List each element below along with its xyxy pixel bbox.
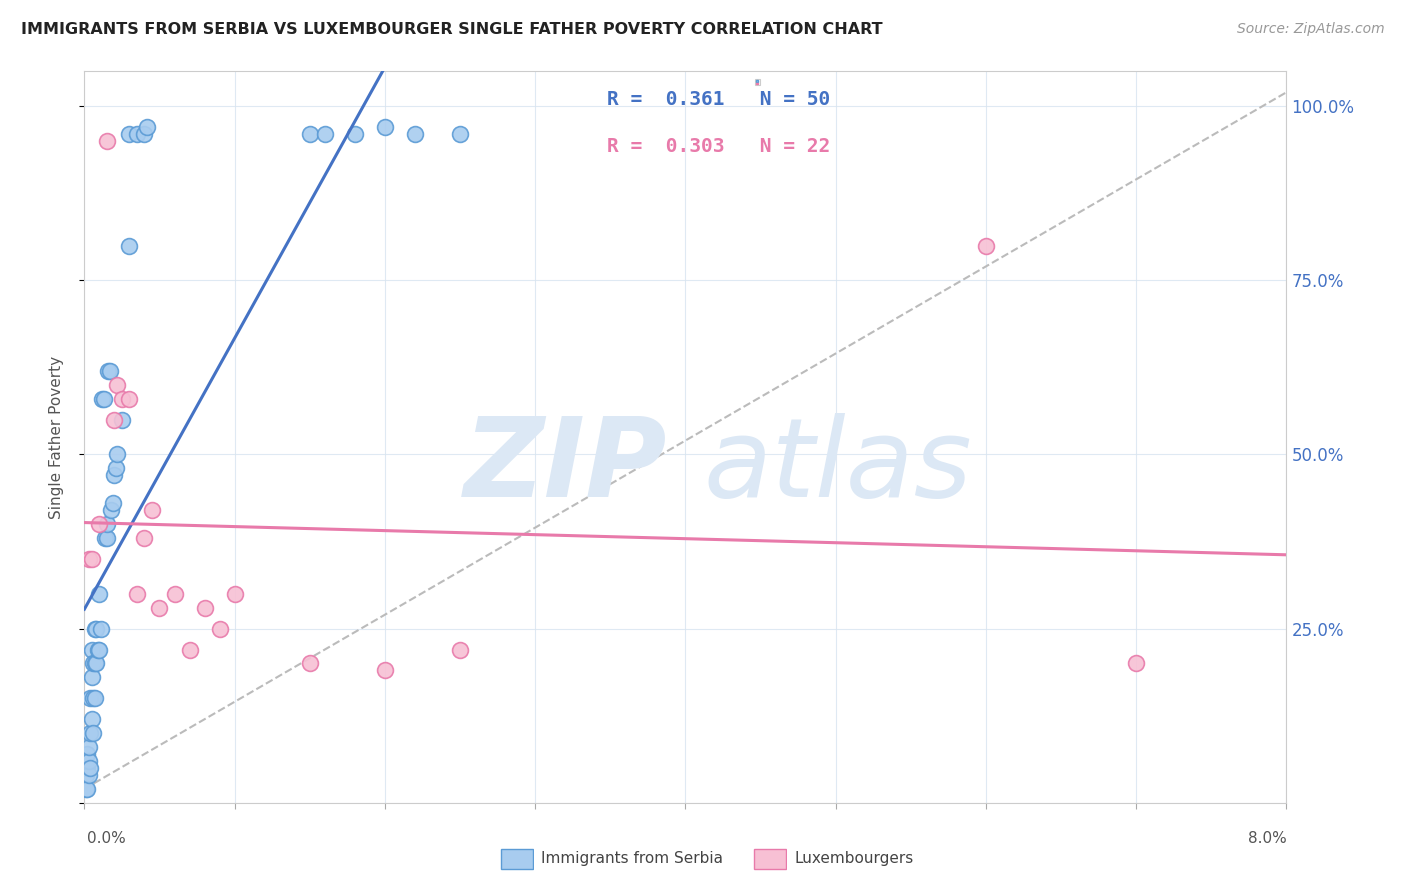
Point xyxy=(82,726,104,740)
Point xyxy=(83,691,105,706)
Point xyxy=(125,127,148,141)
Text: 8.0%: 8.0% xyxy=(1247,831,1286,846)
Point xyxy=(86,657,108,671)
Point xyxy=(136,120,159,134)
Point xyxy=(96,134,118,148)
Point xyxy=(91,392,114,406)
Point xyxy=(148,600,170,615)
Point xyxy=(77,768,100,782)
Point xyxy=(1125,657,1147,671)
Point xyxy=(974,238,997,252)
Point xyxy=(97,364,120,378)
Point xyxy=(86,622,108,636)
Point xyxy=(93,392,115,406)
Point xyxy=(94,531,117,545)
Point xyxy=(103,412,125,426)
Point xyxy=(77,552,100,566)
Point xyxy=(163,587,186,601)
Point xyxy=(83,657,105,671)
Point xyxy=(76,781,98,796)
Point xyxy=(111,392,134,406)
Point xyxy=(374,120,396,134)
Point xyxy=(118,127,141,141)
Legend: , : , xyxy=(755,79,761,86)
Point xyxy=(77,754,100,768)
Point xyxy=(96,517,118,532)
Point xyxy=(87,642,110,657)
Point xyxy=(104,461,127,475)
Point xyxy=(77,740,100,755)
Point xyxy=(98,364,121,378)
Point xyxy=(100,503,122,517)
Text: Source: ZipAtlas.com: Source: ZipAtlas.com xyxy=(1237,22,1385,37)
Point xyxy=(107,377,129,392)
Point xyxy=(103,468,125,483)
Point xyxy=(194,600,217,615)
Point xyxy=(83,622,105,636)
Point xyxy=(118,392,141,406)
Point xyxy=(79,726,101,740)
Point xyxy=(118,238,141,252)
Text: Immigrants from Serbia: Immigrants from Serbia xyxy=(541,852,723,866)
Point xyxy=(76,747,98,761)
Point xyxy=(80,642,103,657)
Point xyxy=(298,657,321,671)
Text: IMMIGRANTS FROM SERBIA VS LUXEMBOURGER SINGLE FATHER POVERTY CORRELATION CHART: IMMIGRANTS FROM SERBIA VS LUXEMBOURGER S… xyxy=(21,22,883,37)
Point xyxy=(208,622,231,636)
Point xyxy=(343,127,366,141)
Text: R =  0.361   N = 50: R = 0.361 N = 50 xyxy=(607,90,831,109)
Point xyxy=(298,127,321,141)
Point xyxy=(224,587,246,601)
Point xyxy=(89,587,111,601)
Point xyxy=(125,587,148,601)
Point xyxy=(314,127,336,141)
Text: R =  0.303   N = 22: R = 0.303 N = 22 xyxy=(607,137,831,156)
Point xyxy=(82,657,104,671)
Point xyxy=(89,517,111,532)
Point xyxy=(449,642,471,657)
Point xyxy=(80,670,103,684)
Y-axis label: Single Father Poverty: Single Father Poverty xyxy=(49,356,63,518)
Text: Luxembourgers: Luxembourgers xyxy=(794,852,914,866)
Point xyxy=(134,127,156,141)
Point xyxy=(96,531,118,545)
Point xyxy=(107,448,129,462)
Point xyxy=(134,531,156,545)
Point xyxy=(179,642,201,657)
Text: ZIP: ZIP xyxy=(464,413,668,520)
Point xyxy=(80,712,103,726)
Point xyxy=(101,496,124,510)
Point xyxy=(89,642,111,657)
Point xyxy=(404,127,426,141)
Point xyxy=(80,552,103,566)
Point xyxy=(449,127,471,141)
Point xyxy=(90,622,112,636)
Point xyxy=(111,412,134,426)
Point xyxy=(75,768,97,782)
Point xyxy=(141,503,163,517)
Text: 0.0%: 0.0% xyxy=(87,831,127,846)
Text: atlas: atlas xyxy=(703,413,972,520)
Point xyxy=(79,691,101,706)
Point xyxy=(374,664,396,678)
Point xyxy=(79,761,101,775)
Point xyxy=(82,691,104,706)
Point xyxy=(75,781,97,796)
Point xyxy=(76,761,98,775)
